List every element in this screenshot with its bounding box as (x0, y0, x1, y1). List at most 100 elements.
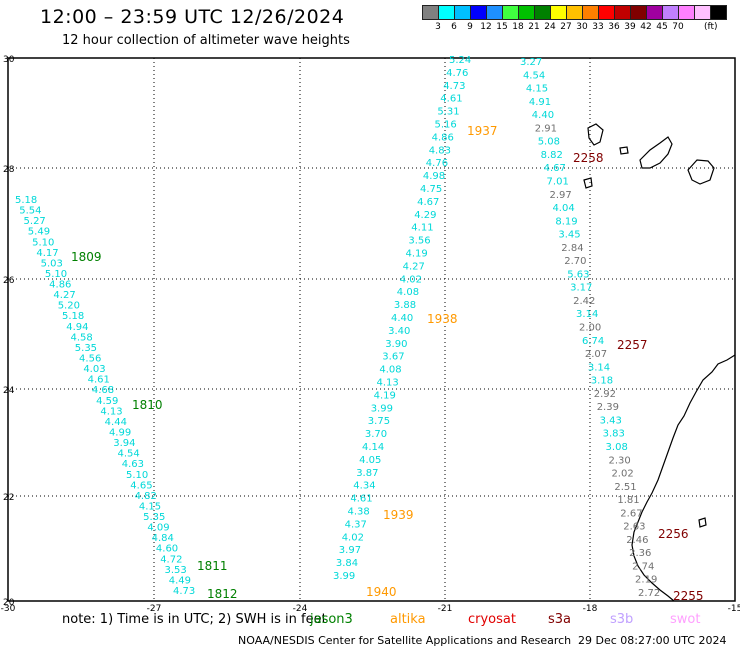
coastlines (583, 123, 736, 602)
legend-tick: 21 (528, 22, 540, 32)
pass-time-labels: 1809 1810 1811 1812 1937 1938 1939 1940 2258 2257… (71, 124, 704, 603)
wave-height-value: 4.37 (345, 519, 367, 530)
legend-tick: 30 (576, 22, 588, 32)
legend-tick: 15 (496, 22, 508, 32)
lat-label: 30 (3, 55, 15, 65)
islet (698, 517, 707, 528)
wave-height-value: 4.59 (96, 396, 118, 407)
wave-height-value: 4.54 (117, 449, 139, 460)
lon-label: -24 (293, 604, 308, 614)
wave-height-value: 2.39 (597, 402, 619, 413)
legend-tick: 12 (480, 22, 492, 32)
legend-tick: 70 (672, 22, 684, 32)
credit-text: NOAA/NESDIS Center for Satellite Applica… (238, 634, 572, 647)
pass-time-label: 1939 (383, 508, 414, 522)
pass-time-label: 1810 (132, 398, 163, 412)
wave-height-value: 7.01 (547, 176, 569, 187)
legend-tick: 9 (467, 22, 473, 32)
wave-height-value: 5.08 (538, 137, 560, 148)
wave-height-value: 4.63 (122, 459, 144, 470)
wave-height-value: 8.82 (541, 150, 563, 161)
wave-height-value: 4.19 (406, 249, 428, 260)
lon-label: -15 (728, 604, 740, 614)
wave-height-value: 6.74 (582, 336, 604, 347)
wave-height-value: 5.31 (437, 107, 459, 118)
wave-height-value: 2.97 (550, 190, 572, 201)
pass-time-label: 1940 (366, 585, 397, 599)
map-title: 12:00 – 23:59 UTC 12/26/2024 (40, 6, 345, 28)
wave-height-value: 2.42 (573, 296, 595, 307)
wave-height-value: 5.18 (62, 311, 84, 322)
wave-height-tracks: 5.185.545.275.495.104.175.035.104.864.27… (15, 55, 660, 599)
wave-height-value: 3.99 (333, 571, 355, 582)
wave-height-value: 3.94 (113, 438, 135, 449)
wave-height-value: 4.04 (552, 203, 574, 214)
wave-height-value: 5.24 (449, 55, 471, 66)
island-la-palma (587, 123, 604, 146)
wave-height-value: 4.73 (173, 586, 195, 597)
wave-height-value: 3.14 (588, 362, 610, 373)
wave-height-value: 5.27 (24, 216, 46, 227)
wave-height-value: 4.82 (135, 491, 157, 502)
wave-height-value: 3.88 (394, 300, 416, 311)
legend-tick: 24 (544, 22, 556, 32)
wave-height-value: 4.27 (53, 290, 75, 301)
track-cryosat-2255-2258: 3.27 4.54 4.15 4.91 4.40 2.91 5.08 8.82 4.67 7.01… (520, 57, 660, 599)
wave-height-value: 3.14 (576, 309, 598, 320)
wave-height-value: 4.02 (342, 532, 364, 543)
pass-time-label: 1812 (207, 587, 238, 601)
wave-height-value: 4.65 (130, 480, 152, 491)
axis-labels: 30 28 26 24 22 20-30 -27 -24 -21 -18 -15 (1, 55, 740, 614)
wave-height-value: 4.14 (362, 442, 384, 453)
wave-height-value: 4.13 (377, 378, 399, 389)
plot-frame (7, 57, 736, 602)
legend-swatch (710, 5, 727, 20)
wave-height-value: 3.83 (603, 429, 625, 440)
wave-height-value: 4.61 (440, 94, 462, 105)
map-subtitle: 12 hour collection of altimeter wave hei… (62, 33, 350, 48)
wave-height-value: 4.84 (152, 533, 174, 544)
wave-height-value: 2.07 (585, 349, 607, 360)
wave-height-value: 4.56 (79, 354, 101, 365)
wave-height-value: 4.17 (36, 248, 58, 259)
island-el-hierro (583, 177, 593, 189)
wave-height-value: 4.61 (88, 375, 110, 386)
wave-height-value: 4.98 (423, 171, 445, 182)
legend-tick: 3 (435, 22, 441, 32)
wave-height-value: 5.54 (19, 206, 41, 217)
wave-height-value: 4.75 (420, 184, 442, 195)
lon-label: -27 (147, 604, 162, 614)
wave-height-value: 3.08 (606, 442, 628, 453)
pass-time-label: 1937 (467, 124, 498, 138)
wave-height-value: 4.40 (391, 313, 413, 324)
mission-label-swot: swot (670, 612, 701, 627)
wave-height-value: 4.83 (429, 145, 451, 156)
wave-height-value: 4.54 (523, 70, 545, 81)
wave-height-value: 5.10 (45, 269, 67, 280)
african-coastline (631, 354, 736, 602)
wave-height-value: 2.02 (611, 469, 633, 480)
wave-height-value: 4.34 (353, 481, 375, 492)
wave-height-value: 3.75 (368, 416, 390, 427)
wave-height-value: 4.91 (529, 97, 551, 108)
wave-height-value: 4.05 (359, 455, 381, 466)
wave-height-value: 4.67 (417, 197, 439, 208)
lat-label: 26 (3, 276, 15, 286)
wave-height-value: 5.20 (58, 301, 80, 312)
legend-tick: 6 (451, 22, 457, 32)
wave-height-value: 8.19 (555, 216, 577, 227)
wave-height-value: 5.10 (32, 237, 54, 248)
lat-label: 22 (3, 493, 14, 503)
legend-unit: (ft) (704, 22, 718, 32)
pass-time-label: 2257 (617, 338, 648, 352)
wave-height-value: 4.61 (350, 494, 372, 505)
pass-time-label: 2255 (673, 589, 704, 603)
wave-height-value: 3.84 (336, 558, 358, 569)
wave-height-value: 4.94 (66, 322, 88, 333)
wave-height-value: 3.18 (591, 376, 613, 387)
graticule (8, 58, 735, 601)
wave-height-value: 2.72 (638, 588, 660, 599)
legend-tick: 36 (608, 22, 620, 32)
wave-height-value: 3.90 (385, 339, 407, 350)
